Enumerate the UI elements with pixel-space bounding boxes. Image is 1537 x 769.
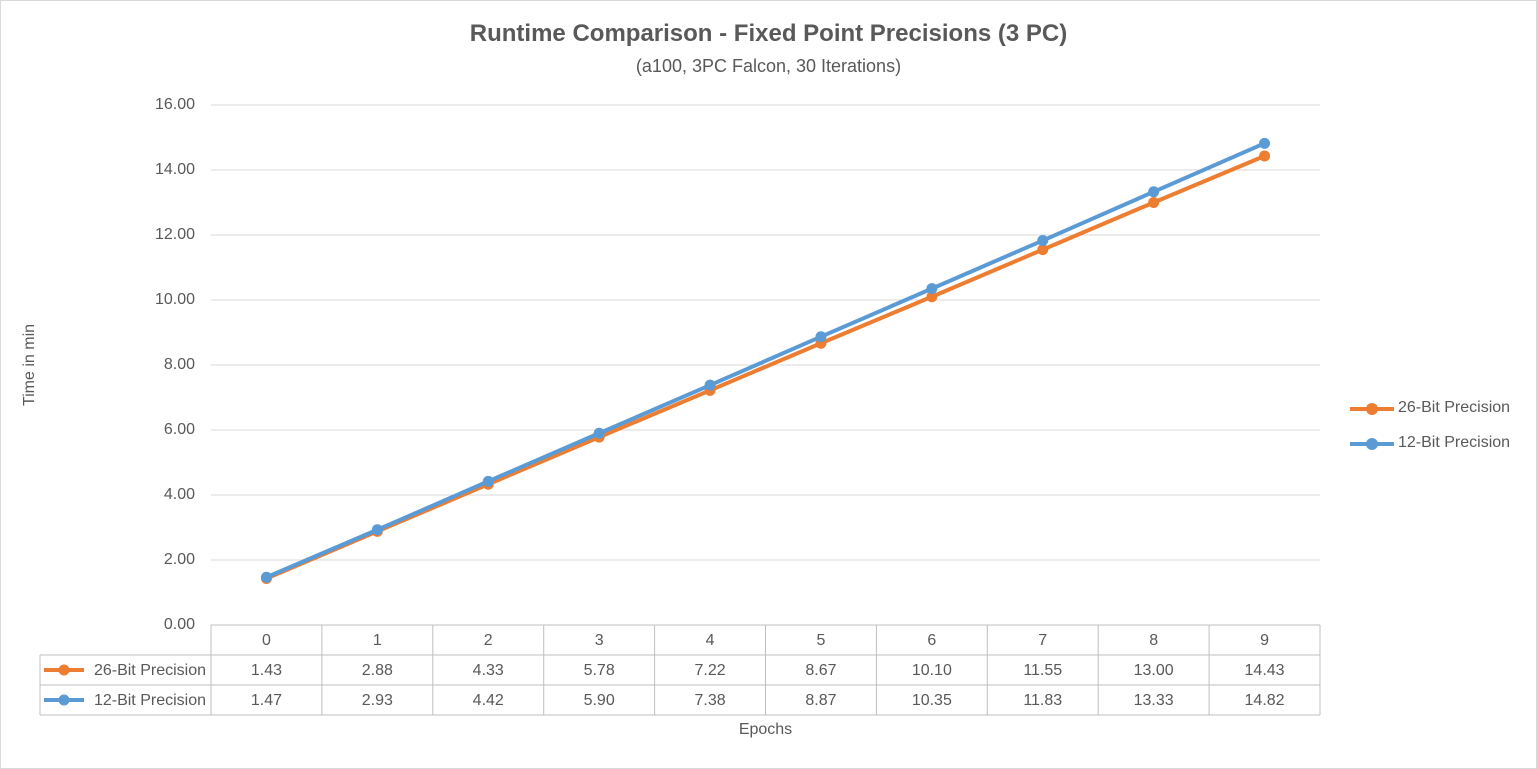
series-1-point bbox=[926, 291, 938, 303]
x-tick-label: 3 bbox=[595, 632, 604, 649]
series-1-point bbox=[1037, 244, 1049, 256]
table-value: 14.43 bbox=[1245, 662, 1285, 679]
y-tick-label: 14.00 bbox=[155, 161, 195, 178]
table-value: 7.22 bbox=[694, 662, 725, 679]
series-line-1 bbox=[264, 154, 1267, 581]
table-value: 4.42 bbox=[473, 692, 504, 709]
chart-title: Runtime Comparison - Fixed Point Precisi… bbox=[469, 20, 1068, 47]
table-value: 5.78 bbox=[584, 662, 615, 679]
table-value: 10.10 bbox=[912, 662, 952, 679]
legend-label-series-2: 12-Bit Precision bbox=[1398, 434, 1511, 451]
legend-label-series-1: 26-Bit Precision bbox=[1398, 399, 1511, 416]
x-tick-label: 6 bbox=[927, 632, 936, 649]
series-2-point bbox=[482, 475, 494, 487]
series-2-point bbox=[371, 524, 383, 536]
chart-subtitle: (a100, 3PC Falcon, 30 Iterations) bbox=[635, 56, 902, 76]
y-tick-label: 2.00 bbox=[164, 551, 195, 568]
table-value: 7.38 bbox=[694, 692, 725, 709]
y-tick-label: 6.00 bbox=[164, 421, 195, 438]
table-series-label: 12-Bit Precision bbox=[94, 692, 206, 709]
table-value: 13.33 bbox=[1134, 692, 1174, 709]
y-tick-label: 16.00 bbox=[155, 96, 195, 113]
table-value: 5.90 bbox=[584, 692, 615, 709]
x-axis-label: Epochs bbox=[738, 721, 793, 738]
series-1-point bbox=[1259, 150, 1271, 162]
series-line-2 bbox=[264, 141, 1267, 580]
table-value: 2.93 bbox=[362, 692, 393, 709]
x-tick-label: 2 bbox=[484, 632, 493, 649]
series-2-point bbox=[704, 379, 716, 391]
table-value: 10.35 bbox=[912, 692, 952, 709]
y-axis-label: Time in min bbox=[21, 323, 38, 407]
table-value: 8.87 bbox=[805, 692, 836, 709]
table-value: 14.82 bbox=[1245, 692, 1285, 709]
table-value: 4.33 bbox=[473, 662, 504, 679]
x-tick-label: 0 bbox=[262, 632, 271, 649]
table-value: 11.55 bbox=[1023, 662, 1062, 679]
table-value: 13.00 bbox=[1134, 662, 1174, 679]
series-2-point bbox=[815, 331, 827, 343]
x-tick-label: 4 bbox=[706, 632, 715, 649]
x-tick-label: 5 bbox=[816, 632, 825, 649]
y-tick-label: 8.00 bbox=[164, 356, 195, 373]
series-2-point bbox=[1148, 186, 1160, 198]
x-tick-label: 1 bbox=[373, 632, 382, 649]
table-series-label: 26-Bit Precision bbox=[94, 662, 206, 679]
legend-marker-series-1 bbox=[1366, 403, 1378, 415]
y-tick-label: 4.00 bbox=[164, 486, 195, 503]
y-tick-label: 10.00 bbox=[155, 291, 195, 308]
series-2-point bbox=[593, 427, 605, 439]
table-value: 1.47 bbox=[251, 692, 282, 709]
series-2-point bbox=[260, 571, 272, 583]
series-1-point bbox=[1148, 197, 1160, 208]
table-value: 11.83 bbox=[1023, 692, 1062, 709]
y-tick-label: 0.00 bbox=[164, 616, 195, 633]
series-2-point bbox=[1037, 235, 1049, 247]
table-value: 1.43 bbox=[251, 662, 282, 679]
x-tick-label: 8 bbox=[1149, 632, 1158, 649]
table-value: 2.88 bbox=[362, 662, 393, 679]
x-tick-label: 9 bbox=[1260, 632, 1269, 649]
legend-marker-series-2 bbox=[1366, 438, 1378, 450]
table-key-marker-1 bbox=[58, 664, 70, 676]
series-2-point bbox=[926, 283, 938, 295]
table-value: 8.67 bbox=[805, 662, 836, 679]
x-tick-label: 7 bbox=[1038, 632, 1047, 649]
series-2-point bbox=[1259, 137, 1271, 149]
table-key-marker-2 bbox=[58, 694, 70, 706]
y-tick-label: 12.00 bbox=[155, 226, 195, 243]
